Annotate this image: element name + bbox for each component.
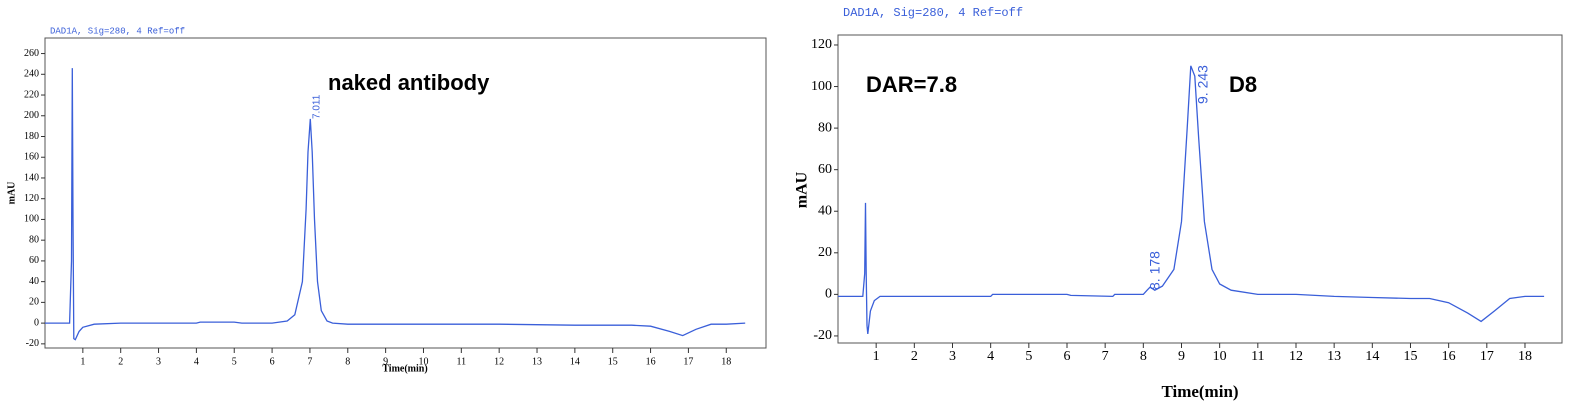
x-tick-label: 9 <box>383 356 388 367</box>
x-tick-label: 13 <box>532 356 542 367</box>
y-tick-label: 20 <box>818 245 832 260</box>
x-tick-label: 12 <box>1289 349 1303 364</box>
y-tick-label: 20 <box>29 297 39 308</box>
annotation: naked antibody <box>328 70 490 95</box>
trace <box>838 65 1545 334</box>
x-tick-label: 6 <box>1063 349 1070 364</box>
x-tick-label: 8 <box>1140 349 1147 364</box>
x-tick-label: 15 <box>1403 349 1417 364</box>
x-tick-label: 14 <box>1365 349 1379 364</box>
x-tick-label: 17 <box>683 356 693 367</box>
x-tick-label: 14 <box>570 356 580 367</box>
y-tick-label: 120 <box>24 193 39 204</box>
y-tick-label: 40 <box>818 203 832 218</box>
chart-title: DAD1A, Sig=280, 4 Ref=off <box>50 26 185 36</box>
x-tick-label: 10 <box>1213 349 1227 364</box>
x-tick-label: 16 <box>1442 349 1456 364</box>
x-axis-label: Time(min) <box>382 363 427 374</box>
x-tick-label: 16 <box>646 356 656 367</box>
x-tick-label: 5 <box>1025 349 1032 364</box>
y-tick-label: 80 <box>818 120 832 135</box>
y-axis-label: mAU <box>6 182 17 205</box>
x-tick-label: 18 <box>721 356 731 367</box>
annotation: DAR=7.8 <box>866 72 957 97</box>
y-tick-label: 40 <box>29 276 39 287</box>
y-tick-label: 140 <box>24 172 39 183</box>
y-tick-label: 200 <box>24 110 39 121</box>
y-tick-label: -20 <box>813 328 832 343</box>
x-tick-label: 1 <box>80 356 85 367</box>
x-tick-label: 8 <box>345 356 350 367</box>
x-tick-label: 7 <box>1102 349 1109 364</box>
y-tick-label: 60 <box>818 162 832 177</box>
y-tick-label: 220 <box>24 89 39 100</box>
x-axis-label: Time(min) <box>1161 382 1238 401</box>
y-tick-label: 100 <box>24 214 39 225</box>
y-tick-label: -20 <box>26 338 39 349</box>
x-tick-label: 11 <box>457 356 467 367</box>
y-axis-label: mAU <box>794 171 811 208</box>
x-tick-label: 13 <box>1327 349 1341 364</box>
annotation: 7.011 <box>312 94 323 119</box>
x-tick-label: 3 <box>156 356 161 367</box>
x-tick-label: 9 <box>1178 349 1185 364</box>
annotation: 9. 243 <box>1195 65 1211 104</box>
x-tick-label: 1 <box>873 349 880 364</box>
x-tick-label: 4 <box>194 356 199 367</box>
plot-frame <box>44 37 767 349</box>
x-tick-label: 2 <box>118 356 123 367</box>
y-tick-label: 120 <box>811 37 832 52</box>
x-tick-label: 12 <box>494 356 504 367</box>
y-tick-label: 0 <box>34 317 39 328</box>
x-tick-label: 2 <box>911 349 918 364</box>
x-tick-label: 3 <box>949 349 956 364</box>
y-tick-label: 180 <box>24 131 39 142</box>
y-tick-label: 0 <box>825 287 832 302</box>
annotation: 8. 178 <box>1147 251 1163 290</box>
y-tick-label: 240 <box>24 69 39 80</box>
y-tick-label: 160 <box>24 152 39 163</box>
chart-title: DAD1A, Sig=280, 4 Ref=off <box>843 6 1023 20</box>
x-tick-label: 6 <box>270 356 275 367</box>
y-tick-label: 60 <box>29 255 39 266</box>
plot-frame <box>837 34 1563 344</box>
x-tick-label: 17 <box>1480 349 1494 364</box>
x-tick-label: 7 <box>307 356 312 367</box>
x-tick-label: 10 <box>418 356 428 367</box>
x-tick-label: 4 <box>987 349 994 364</box>
x-tick-label: 11 <box>1251 349 1264 364</box>
trace <box>45 68 746 341</box>
y-tick-label: 80 <box>29 234 39 245</box>
annotation: D8 <box>1229 72 1257 97</box>
y-tick-label: 100 <box>811 79 832 94</box>
y-tick-label: 260 <box>24 48 39 59</box>
x-tick-label: 18 <box>1518 349 1532 364</box>
x-tick-label: 15 <box>608 356 618 367</box>
x-tick-label: 5 <box>232 356 237 367</box>
